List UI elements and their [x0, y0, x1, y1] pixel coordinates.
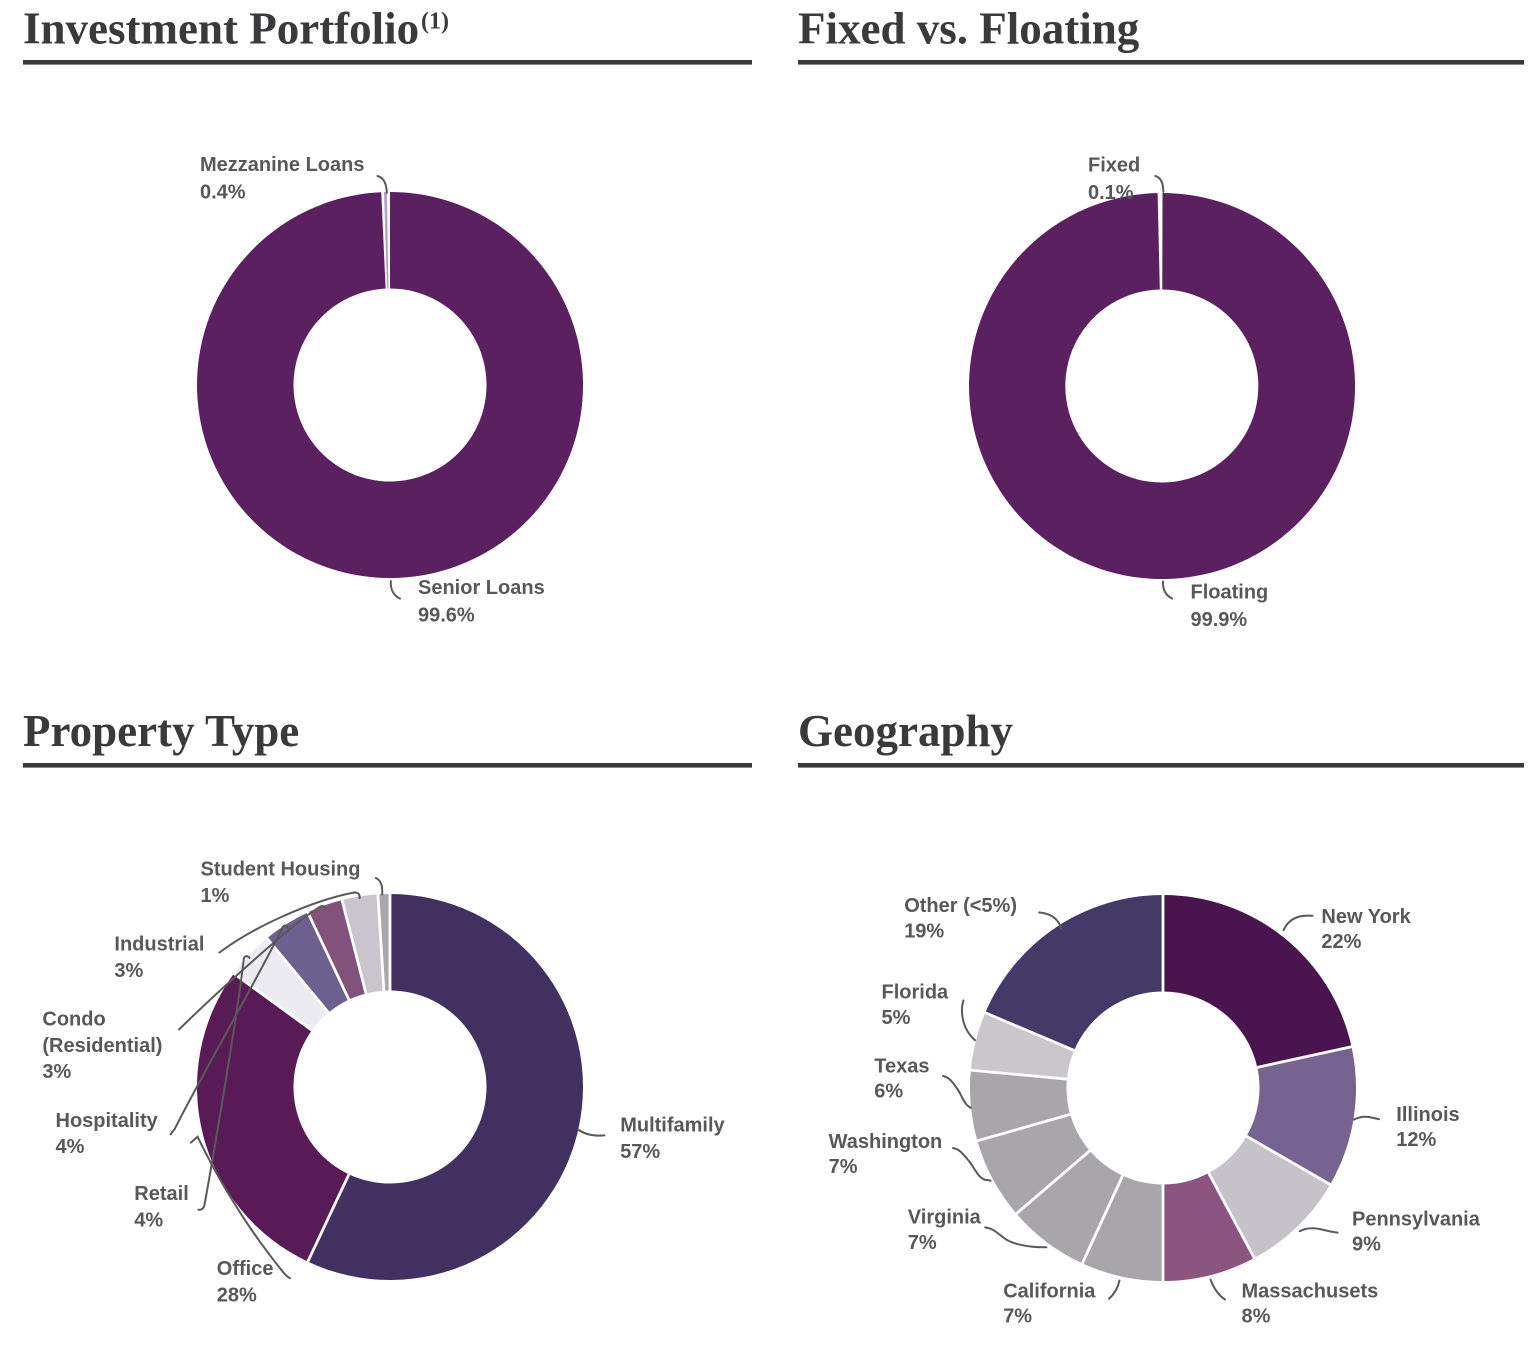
svg-text:7%: 7% — [1003, 1306, 1032, 1328]
svg-text:57%: 57% — [620, 1141, 660, 1163]
svg-text:6%: 6% — [874, 1081, 903, 1103]
svg-text:99.9%: 99.9% — [1191, 609, 1248, 631]
svg-text:Other (<5%): Other (<5%) — [904, 895, 1017, 917]
svg-text:19%: 19% — [904, 920, 944, 942]
svg-text:Property Type: Property Type — [23, 706, 299, 756]
svg-text:New York: New York — [1321, 906, 1411, 928]
svg-text:7%: 7% — [908, 1232, 937, 1254]
svg-text:Massachusets: Massachusets — [1242, 1280, 1379, 1302]
svg-text:(Residential): (Residential) — [42, 1035, 162, 1057]
svg-text:5%: 5% — [882, 1007, 911, 1029]
svg-text:Virginia: Virginia — [908, 1207, 982, 1229]
svg-text:Fixed vs. Floating: Fixed vs. Floating — [798, 4, 1140, 54]
svg-text:3%: 3% — [114, 960, 143, 982]
svg-text:12%: 12% — [1396, 1129, 1436, 1151]
svg-text:Washington: Washington — [829, 1131, 943, 1153]
svg-text:7%: 7% — [829, 1156, 858, 1178]
svg-text:99.6%: 99.6% — [418, 605, 475, 627]
svg-text:Student Housing: Student Housing — [201, 859, 361, 881]
svg-text:28%: 28% — [217, 1284, 257, 1306]
svg-text:Senior Loans: Senior Loans — [418, 577, 545, 599]
svg-text:8%: 8% — [1242, 1306, 1271, 1328]
svg-text:Texas: Texas — [874, 1055, 929, 1077]
svg-text:3%: 3% — [42, 1061, 71, 1083]
svg-text:4%: 4% — [134, 1209, 163, 1231]
svg-text:Industrial: Industrial — [114, 934, 204, 956]
svg-text:Investment Portfolio: Investment Portfolio — [23, 4, 419, 54]
svg-text:(1): (1) — [421, 9, 449, 35]
svg-text:Geography: Geography — [798, 706, 1014, 756]
svg-text:9%: 9% — [1352, 1234, 1381, 1256]
svg-text:0.4%: 0.4% — [200, 182, 246, 204]
svg-text:Illinois: Illinois — [1396, 1104, 1459, 1126]
svg-text:California: California — [1003, 1280, 1096, 1302]
svg-text:Hospitality: Hospitality — [56, 1110, 159, 1132]
svg-text:Mezzanine Loans: Mezzanine Loans — [200, 154, 364, 176]
svg-text:Condo: Condo — [42, 1009, 105, 1031]
svg-text:22%: 22% — [1321, 931, 1361, 953]
svg-text:Florida: Florida — [882, 982, 950, 1004]
svg-text:Retail: Retail — [134, 1183, 188, 1205]
svg-text:0.1%: 0.1% — [1088, 182, 1134, 204]
svg-text:Multifamily: Multifamily — [620, 1115, 725, 1137]
svg-text:Pennsylvania: Pennsylvania — [1352, 1208, 1481, 1230]
svg-text:Fixed: Fixed — [1088, 154, 1140, 176]
svg-text:4%: 4% — [56, 1136, 85, 1158]
svg-text:1%: 1% — [201, 885, 230, 907]
svg-text:Floating: Floating — [1191, 582, 1269, 604]
svg-text:Office: Office — [217, 1258, 274, 1280]
